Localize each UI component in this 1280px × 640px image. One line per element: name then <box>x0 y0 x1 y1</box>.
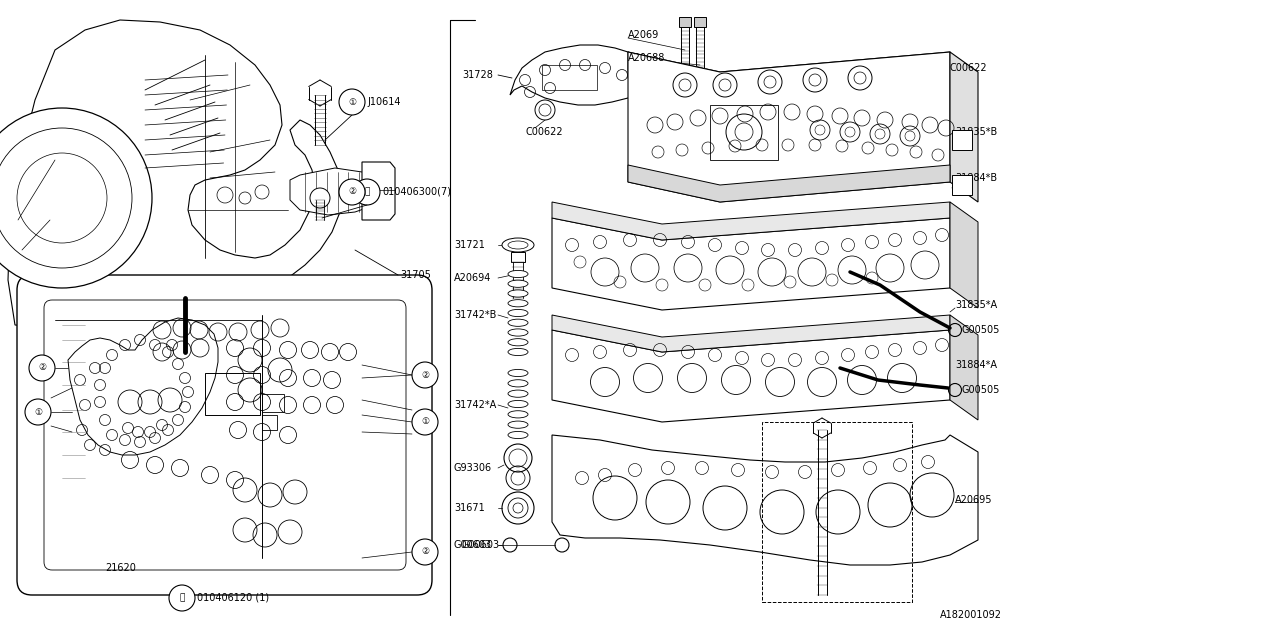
Polygon shape <box>291 168 381 215</box>
Text: 31705: 31705 <box>399 270 431 280</box>
Bar <box>541 65 596 90</box>
Circle shape <box>169 585 195 611</box>
Circle shape <box>412 409 438 435</box>
Polygon shape <box>950 202 978 308</box>
Text: 31671: 31671 <box>454 503 485 513</box>
Text: ②: ② <box>348 188 356 196</box>
Text: ①: ① <box>35 408 42 417</box>
Text: G00505: G00505 <box>963 385 1001 395</box>
Polygon shape <box>552 435 978 565</box>
Text: G93306: G93306 <box>454 463 492 473</box>
Circle shape <box>339 89 365 115</box>
Text: J10614: J10614 <box>367 97 401 107</box>
Text: 21620: 21620 <box>105 563 136 573</box>
Circle shape <box>355 179 380 205</box>
Text: ①: ① <box>421 417 429 426</box>
Ellipse shape <box>508 421 529 428</box>
Text: C00622: C00622 <box>950 63 988 73</box>
Text: 31835*A: 31835*A <box>955 300 997 310</box>
Text: G00603: G00603 <box>454 540 492 550</box>
Ellipse shape <box>508 431 529 438</box>
Text: A20688: A20688 <box>628 53 666 63</box>
Text: A182001092: A182001092 <box>940 610 1002 620</box>
Circle shape <box>803 68 827 92</box>
Ellipse shape <box>508 401 529 408</box>
Text: ①: ① <box>348 97 356 106</box>
Text: A20695: A20695 <box>955 495 992 505</box>
Ellipse shape <box>508 369 529 376</box>
Bar <box>952 130 972 150</box>
Text: ②: ② <box>421 547 429 557</box>
Circle shape <box>0 108 152 288</box>
Text: 31884*A: 31884*A <box>955 360 997 370</box>
Text: 31835*B: 31835*B <box>955 127 997 137</box>
Bar <box>952 175 972 195</box>
Text: A2069: A2069 <box>628 30 659 40</box>
Bar <box>694 17 707 27</box>
Text: 31728: 31728 <box>462 70 493 80</box>
Polygon shape <box>552 202 950 240</box>
Text: 31721: 31721 <box>454 240 485 250</box>
Text: 010406300(7): 010406300(7) <box>381 187 451 197</box>
Ellipse shape <box>502 238 534 252</box>
Circle shape <box>513 503 524 513</box>
Text: G00603: G00603 <box>462 540 500 550</box>
Bar <box>511 252 525 262</box>
Ellipse shape <box>508 319 529 326</box>
Ellipse shape <box>508 290 529 297</box>
FancyBboxPatch shape <box>17 275 433 595</box>
Circle shape <box>535 100 556 120</box>
Polygon shape <box>552 315 950 352</box>
Circle shape <box>713 73 737 97</box>
Ellipse shape <box>508 348 529 356</box>
Circle shape <box>26 399 51 425</box>
Bar <box>710 105 778 160</box>
Ellipse shape <box>508 380 529 387</box>
Bar <box>205 373 260 415</box>
Text: A20694: A20694 <box>454 273 492 283</box>
Text: 010406120 (1): 010406120 (1) <box>197 593 269 603</box>
Text: ②: ② <box>38 364 46 372</box>
Circle shape <box>412 362 438 388</box>
Text: 31742*A: 31742*A <box>454 400 497 410</box>
Text: 31884*B: 31884*B <box>955 173 997 183</box>
Text: Ⓑ: Ⓑ <box>365 188 370 196</box>
Text: Ⓑ: Ⓑ <box>179 593 184 602</box>
Polygon shape <box>628 165 950 202</box>
Circle shape <box>310 188 330 208</box>
Polygon shape <box>362 162 396 220</box>
Text: ②: ② <box>421 371 429 380</box>
Ellipse shape <box>508 280 529 287</box>
Circle shape <box>29 355 55 381</box>
Text: G00505: G00505 <box>963 325 1001 335</box>
Ellipse shape <box>508 270 529 278</box>
Polygon shape <box>628 52 950 98</box>
Circle shape <box>673 73 698 97</box>
Ellipse shape <box>508 309 529 317</box>
Bar <box>762 422 913 602</box>
Bar <box>262 394 284 412</box>
Polygon shape <box>950 315 978 420</box>
Circle shape <box>339 179 365 205</box>
Polygon shape <box>628 52 950 202</box>
Circle shape <box>849 66 872 90</box>
Circle shape <box>412 539 438 565</box>
Polygon shape <box>8 20 342 328</box>
Polygon shape <box>552 218 950 310</box>
Bar <box>262 415 276 430</box>
Text: 31742*B: 31742*B <box>454 310 497 320</box>
Circle shape <box>758 70 782 94</box>
Ellipse shape <box>508 339 529 346</box>
Polygon shape <box>552 330 950 422</box>
Ellipse shape <box>508 329 529 336</box>
Polygon shape <box>950 52 978 202</box>
Circle shape <box>924 61 946 83</box>
Bar <box>678 17 691 27</box>
Ellipse shape <box>508 300 529 307</box>
Polygon shape <box>509 45 646 105</box>
Ellipse shape <box>508 390 529 397</box>
Text: C00622: C00622 <box>525 127 563 137</box>
Ellipse shape <box>508 411 529 418</box>
